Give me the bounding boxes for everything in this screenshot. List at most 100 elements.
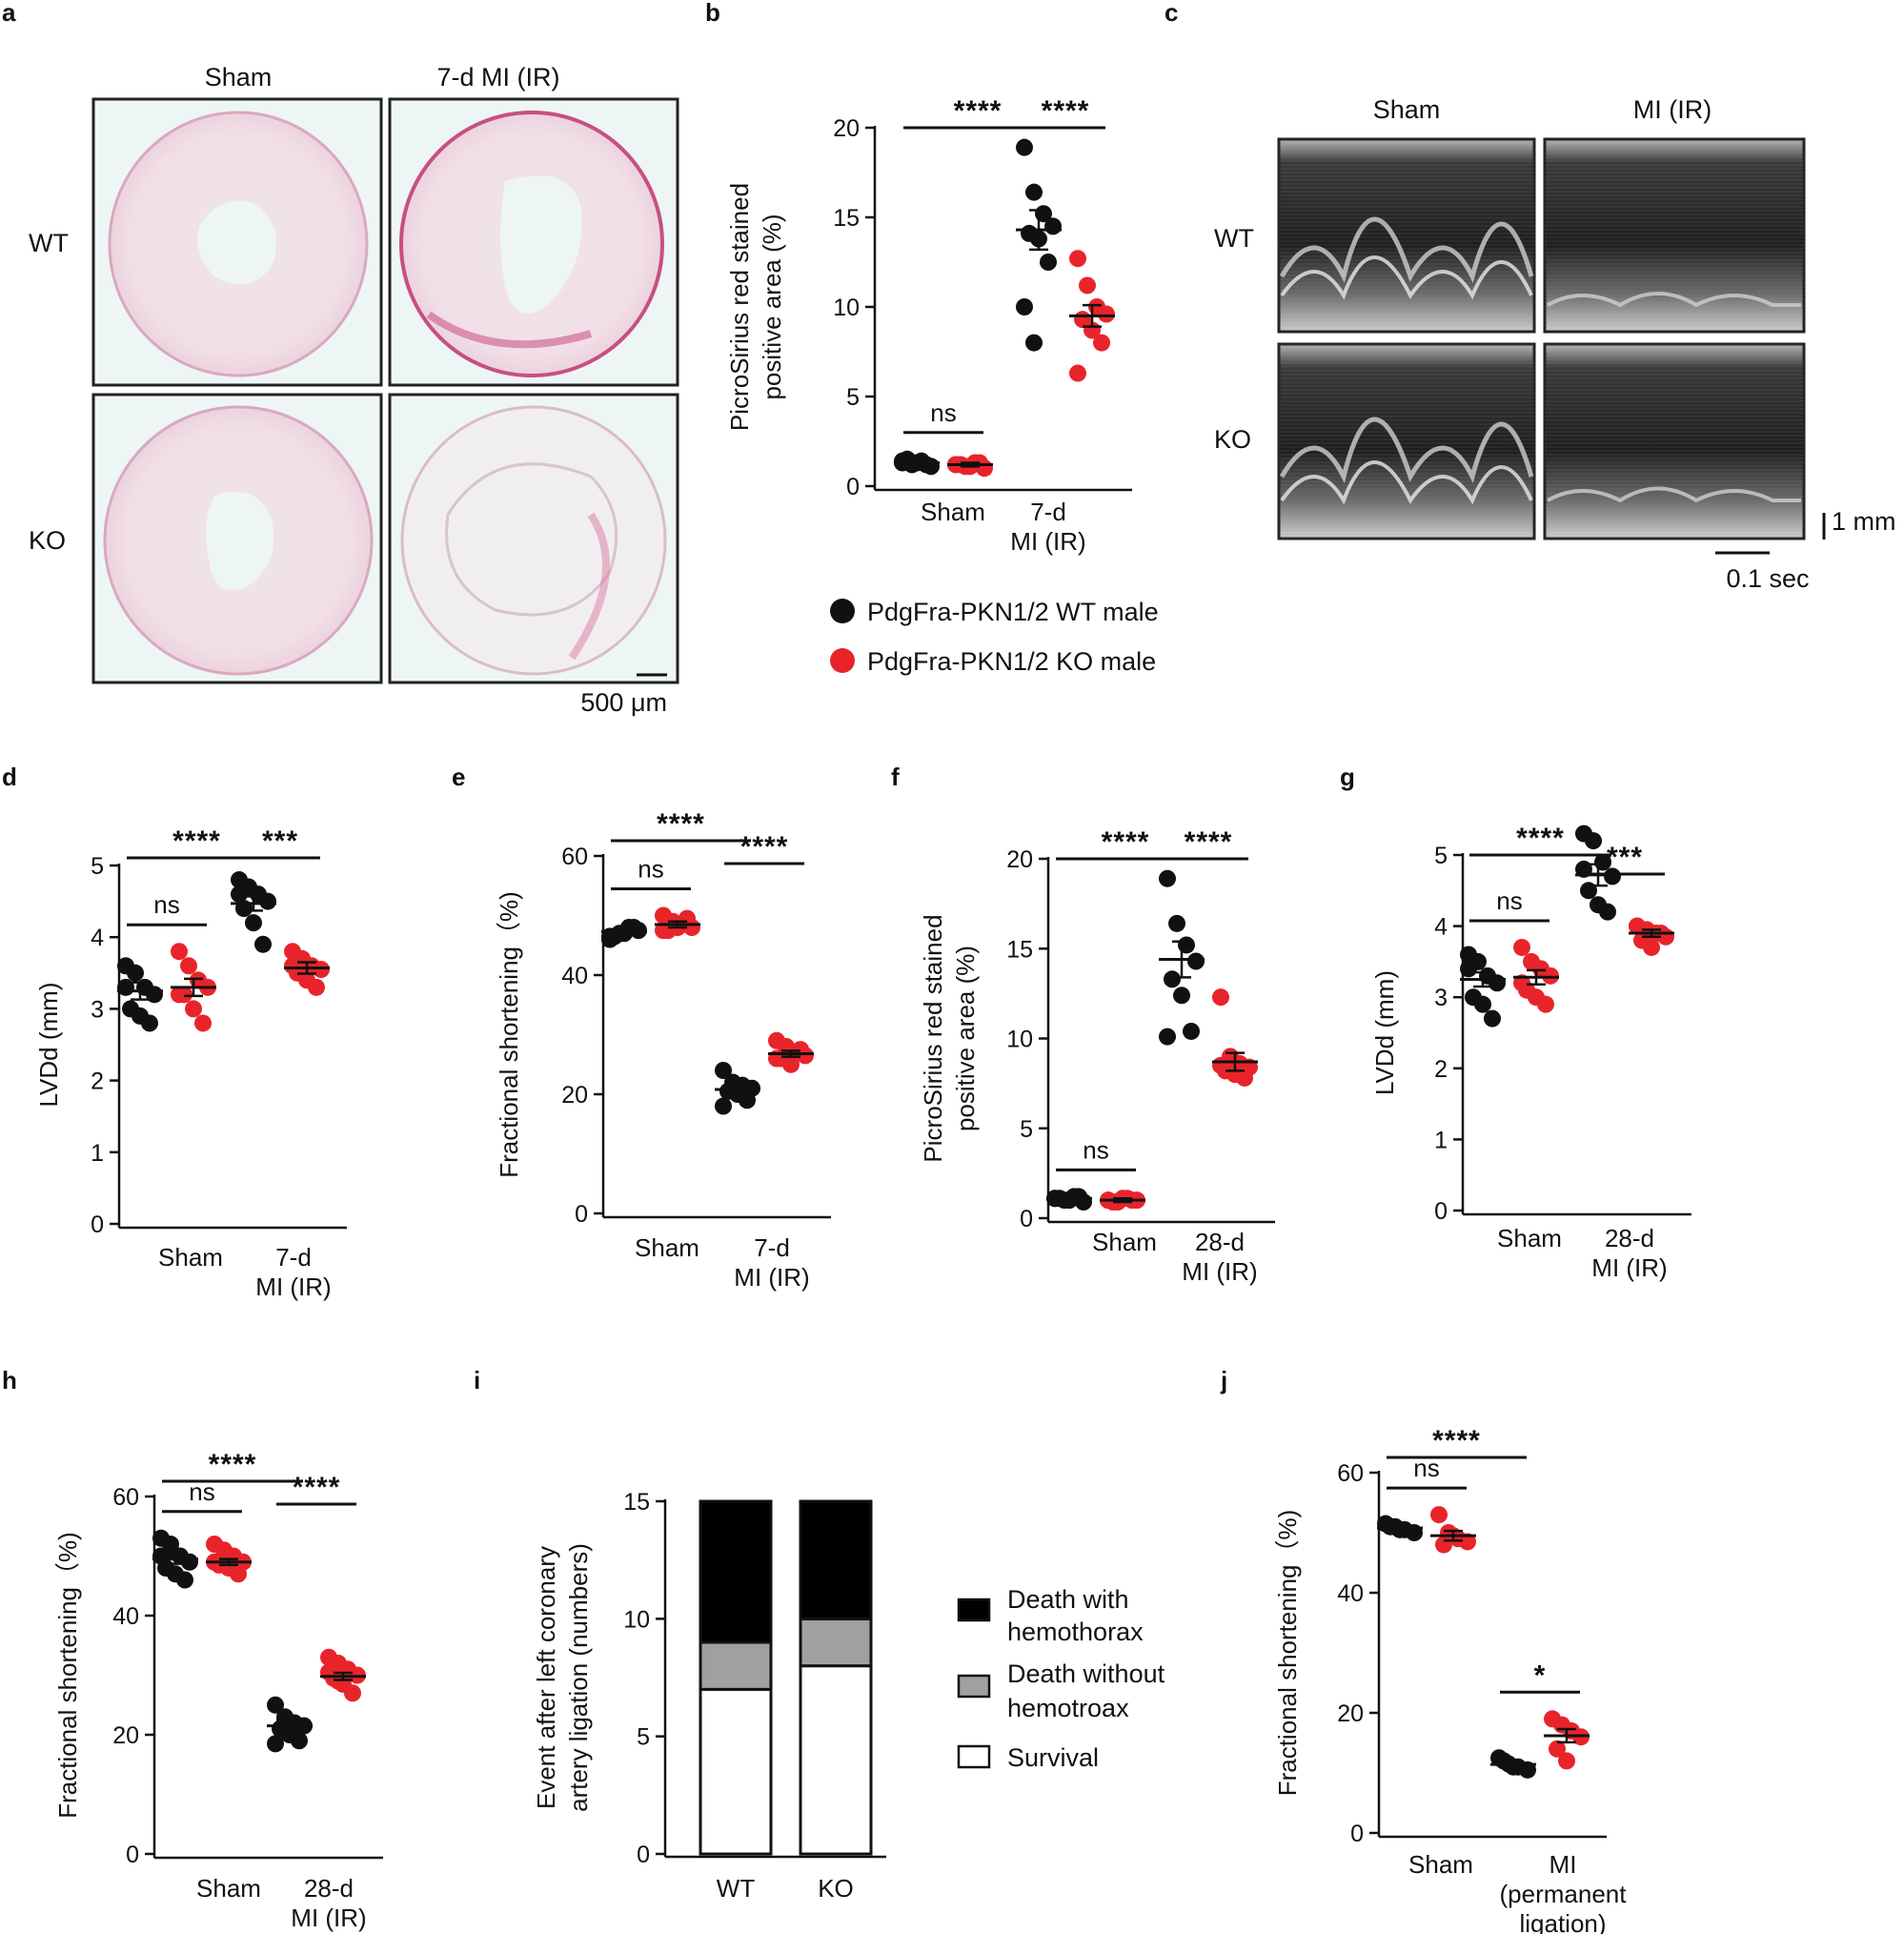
point-b-s0-c1-0 — [1016, 138, 1033, 156]
point-d-s1-c1-7 — [284, 957, 301, 975]
point-b-s1-c1-3 — [1098, 305, 1115, 323]
point-h-s0-c0-6 — [176, 1571, 193, 1589]
point-g-s1-c1-5 — [1643, 938, 1660, 956]
point-g-s1-c0-6 — [1537, 995, 1554, 1013]
panel-i-legend: Death with hemothorax Death without hemo… — [957, 1585, 1165, 1772]
panel-a-col-mi: 7-d MI (IR) — [436, 63, 559, 92]
group-legend: PdgFra-PKN1/2 WT male PdgFra-PKN1/2 KO m… — [830, 598, 1159, 676]
point-b-s0-c1-1 — [1025, 183, 1043, 201]
legend-i-nohemo-line2: hemotroax — [1007, 1694, 1129, 1722]
y-tick-label-j-1: 20 — [1337, 1700, 1364, 1727]
point-b-s0-c0-7 — [894, 452, 911, 470]
bar-i-1-1 — [799, 1617, 873, 1668]
y-tick-label-f-3: 15 — [1006, 936, 1033, 963]
point-h-s0-c1-6 — [291, 1732, 308, 1750]
point-b-s0-c1-3 — [1044, 217, 1062, 235]
point-d-s1-c0-1 — [180, 957, 197, 975]
point-e-s1-c0-6 — [679, 909, 696, 927]
y-tick-label-i-0: 0 — [637, 1842, 650, 1868]
y-tick-label-h-1: 20 — [112, 1722, 139, 1749]
y-tick-label-i-2: 10 — [623, 1606, 650, 1633]
panel-a-histology: Sham 7-d MI (IR) WT KO 500 μm — [29, 63, 679, 717]
y-tick-label-i-3: 15 — [623, 1489, 650, 1516]
panel-letter-b: b — [705, 0, 720, 27]
sig-label-h-1: **** — [209, 1449, 257, 1480]
panel-letter-h: h — [2, 1366, 17, 1395]
y-tick-label-g-1: 1 — [1434, 1127, 1448, 1153]
y-tick-label-e-3: 60 — [561, 844, 588, 870]
panel-letter-j: j — [1220, 1366, 1227, 1395]
y-tick-label-b-1: 5 — [846, 384, 860, 411]
legend-i-nohemo-swatch — [957, 1674, 991, 1699]
point-d-s1-c0-6 — [194, 1014, 212, 1032]
sig-label-e-2: **** — [740, 831, 789, 863]
point-d-s0-c1-7 — [231, 886, 248, 904]
x-tick-label-h-1: 28-d — [304, 1874, 354, 1903]
chart-i: 0 5 10 15 Event after left coronary artery li… — [532, 1489, 886, 1903]
sig-label-b-1: **** — [954, 95, 1003, 127]
point-f-s0-c1-0 — [1159, 869, 1176, 887]
sig-label-d-0: ns — [153, 890, 179, 919]
panel-a-row-wt: WT — [29, 229, 69, 257]
point-d-s1-c1-6 — [308, 978, 325, 996]
y-tick-label-d-5: 5 — [91, 853, 104, 880]
legend-ko-marker — [830, 648, 855, 673]
x-tick-label-b-0: Sham — [921, 498, 985, 526]
y-tick-label-d-2: 2 — [91, 1069, 104, 1095]
sig-label-d-2: *** — [262, 825, 298, 857]
y-tick-label-h-0: 0 — [126, 1842, 139, 1868]
point-f-s0-c1-2 — [1178, 936, 1195, 954]
y-tick-label-f-4: 20 — [1006, 846, 1033, 873]
bar-i-1-2 — [799, 1499, 873, 1620]
point-h-s0-c0-8 — [162, 1536, 179, 1553]
legend-i-hemothorax-swatch — [957, 1598, 991, 1622]
legend-ko-label: PdgFra-PKN1/2 KO male — [867, 647, 1156, 676]
panel-c-col-mi: MI (IR) — [1633, 95, 1712, 124]
point-h-s0-c0-3 — [181, 1553, 198, 1571]
y-tick-label-d-1: 1 — [91, 1140, 104, 1167]
chart-j: 0 20 40 60 Fractional shortening（%) Sham MI(pe… — [1273, 1425, 1627, 1934]
y-tick-label-f-0: 0 — [1020, 1206, 1033, 1232]
x-tick-label-f-0: Sham — [1092, 1228, 1157, 1256]
point-h-s0-c1-0 — [267, 1696, 284, 1714]
x-tick-label-e-1-line2: MI (IR) — [734, 1263, 809, 1292]
point-j-s1-c0-0 — [1430, 1506, 1448, 1524]
bar-i-0-1 — [699, 1640, 773, 1691]
x-tick-label-j-1-line2: (permanent — [1500, 1880, 1628, 1908]
x-tick-label-i-0: WT — [717, 1874, 756, 1903]
point-j-s1-c0-3 — [1459, 1533, 1476, 1551]
point-e-s0-c1-0 — [715, 1062, 732, 1079]
y-tick-label-e-0: 0 — [575, 1201, 588, 1228]
point-b-s0-c1-7 — [1016, 298, 1033, 316]
point-f-s0-c1-7 — [1159, 1028, 1176, 1046]
point-e-s1-c0-7 — [655, 922, 672, 940]
bar-i-0-0 — [699, 1687, 773, 1856]
x-tick-label-j-0: Sham — [1408, 1850, 1473, 1879]
x-tick-label-f-1-line2: MI (IR) — [1182, 1257, 1257, 1286]
point-d-s1-c0-7 — [171, 986, 188, 1004]
legend-i-survival-label: Survival — [1007, 1743, 1099, 1772]
point-d-s1-c0-5 — [185, 1000, 202, 1018]
x-tick-label-b-1-line2: MI (IR) — [1010, 527, 1085, 556]
y-tick-label-f-2: 10 — [1006, 1027, 1033, 1053]
y-axis-title-i: Event after left coronary — [532, 1546, 560, 1809]
y-tick-label-f-1: 5 — [1020, 1116, 1033, 1143]
point-f-s0-c1-4 — [1164, 970, 1181, 988]
panel-a-row-ko: KO — [29, 526, 66, 555]
panel-letter-g: g — [1340, 763, 1355, 791]
panel-letter-e: e — [452, 763, 465, 791]
chart-e: 0 20 40 60 Fractional shortening（%) Sham 7-dMI… — [495, 808, 831, 1292]
point-g-s0-c0-3 — [1489, 974, 1506, 992]
y-tick-label-j-0: 0 — [1350, 1821, 1364, 1847]
point-j-s1-c1-4 — [1549, 1740, 1566, 1758]
x-tick-label-e-0: Sham — [635, 1233, 699, 1262]
point-b-s0-c1-8 — [1025, 334, 1043, 352]
y-tick-label-g-5: 5 — [1434, 843, 1448, 869]
sig-label-e-0: ns — [638, 855, 663, 884]
point-b-s1-c1-6 — [1093, 334, 1110, 352]
point-d-s0-c1-3 — [259, 892, 276, 910]
legend-i-nohemo-line1: Death without — [1007, 1659, 1165, 1688]
panel-letter-i: i — [474, 1366, 480, 1395]
panel-c-row-ko: KO — [1214, 425, 1251, 454]
x-tick-label-i-1: KO — [818, 1874, 854, 1903]
